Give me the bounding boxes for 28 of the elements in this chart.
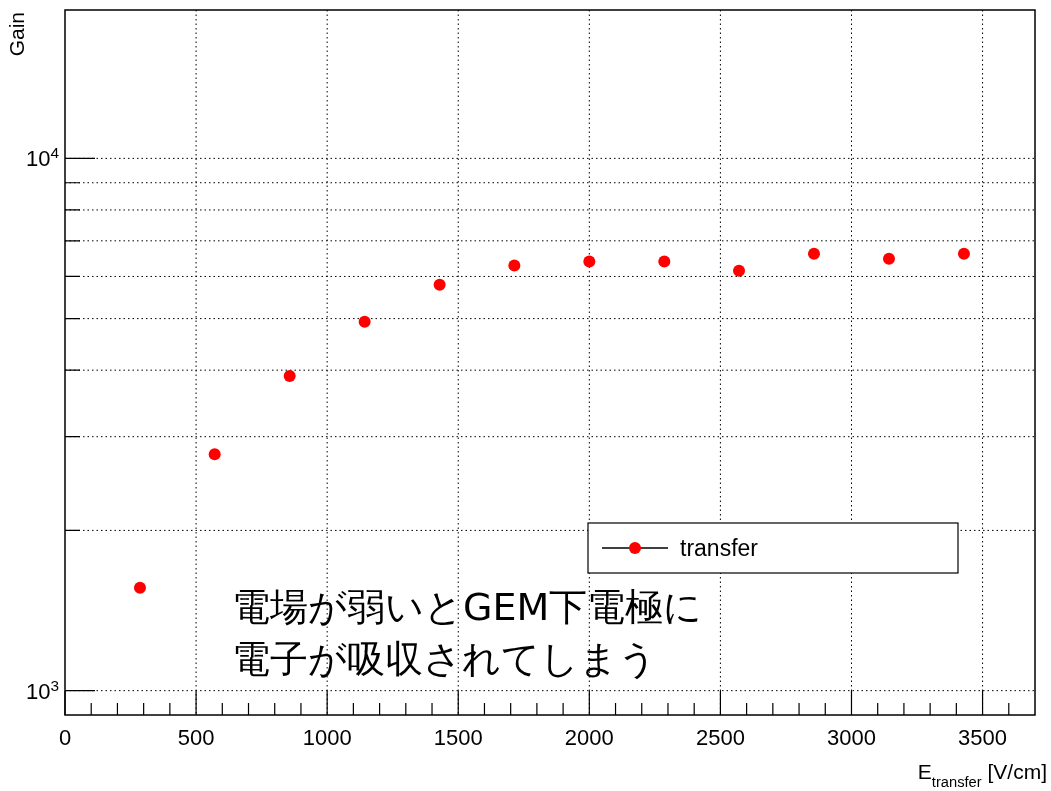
legend: transfer (587, 522, 959, 574)
x-tick-label: 500 (177, 725, 215, 750)
x-tick-label: 1500 (433, 725, 483, 750)
x-axis-title: E$_{transfer}$ [V/cm] (917, 760, 1047, 790)
point (433, 278, 446, 291)
point (882, 252, 895, 265)
x-tick-label: 3000 (827, 725, 876, 750)
point (583, 255, 596, 268)
point (208, 448, 221, 461)
point (358, 315, 371, 328)
y-axis-title: Gain (5, 12, 28, 57)
legend-label: transfer (680, 535, 759, 561)
point (733, 264, 746, 277)
y-tick-label: 10$^{3}$ (25, 676, 59, 704)
x-tick-label: 2000 (564, 725, 614, 750)
x-tick-label: 3500 (958, 725, 1008, 750)
x-tick-label: 1000 (302, 725, 352, 750)
annotation: 電場が弱いとGEM下電極に (232, 585, 703, 629)
point (957, 247, 970, 260)
annotation: 電子が吸収されてしまう (232, 637, 657, 681)
point (808, 247, 820, 260)
point (133, 581, 146, 594)
point (658, 255, 671, 268)
x-tick-label: 2500 (695, 725, 745, 750)
x-tick-label: 0 (58, 725, 72, 750)
y-tick-label: 10$^{4}$ (25, 143, 60, 172)
point (508, 259, 521, 272)
point (283, 370, 296, 383)
